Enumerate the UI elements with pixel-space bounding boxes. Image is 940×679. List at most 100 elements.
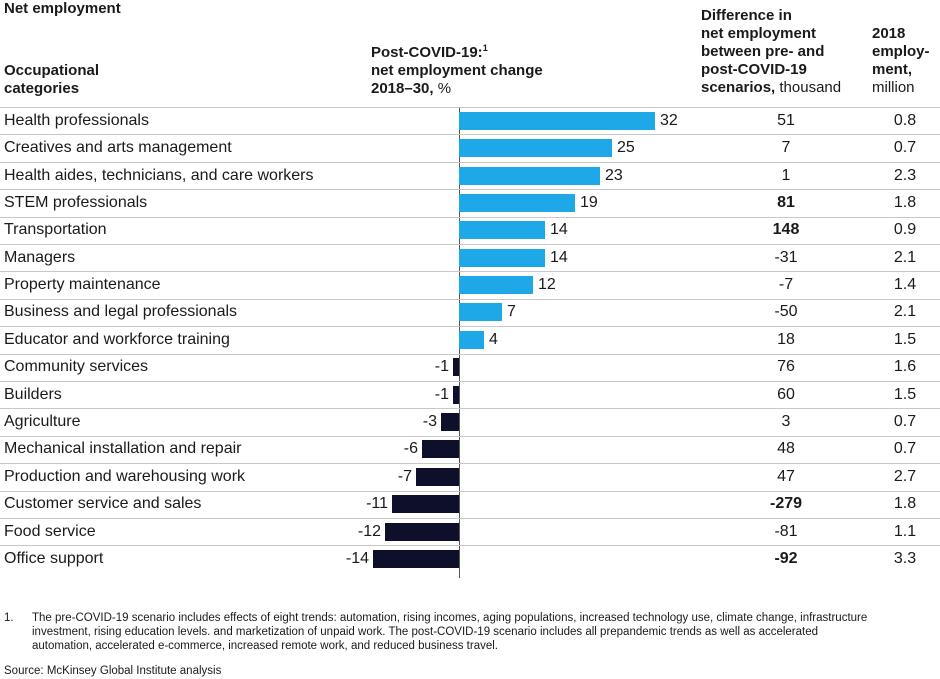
bar-value-label: -1	[434, 358, 449, 375]
bar-value-label: 19	[580, 194, 598, 211]
employment-header-line: ment,	[872, 61, 913, 78]
footnote-line: The pre-COVID-19 scenario includes effec…	[32, 612, 868, 624]
bar-value-label: 25	[617, 139, 635, 156]
difference-value: 60	[777, 386, 795, 403]
difference-header-line: net employment	[701, 25, 817, 42]
difference-value: 148	[772, 221, 800, 238]
change-header-period: 2018–30,	[371, 80, 434, 97]
category-label: Food service	[4, 523, 96, 540]
category-label: Managers	[4, 249, 76, 266]
difference-header-unit: thousand	[775, 79, 842, 96]
category-label: Creatives and arts management	[4, 139, 232, 156]
bar-negative	[441, 413, 460, 431]
difference-value: -7	[778, 276, 794, 293]
bar-value-label: 4	[489, 331, 498, 348]
employment-header-line: million	[872, 79, 915, 96]
row-divider	[0, 354, 940, 355]
employment-value: 0.9	[893, 221, 917, 238]
row-divider	[0, 545, 940, 546]
employment-header-line: 2018	[872, 25, 906, 42]
difference-value: -81	[774, 523, 798, 540]
employment-value: 2.3	[893, 167, 917, 184]
change-header-unit: %	[433, 80, 452, 97]
row-divider	[0, 134, 940, 135]
employment-value: 2.7	[893, 468, 917, 485]
category-column-header: Occupational categories	[4, 62, 99, 98]
bar-positive	[459, 112, 656, 130]
difference-value: 76	[777, 358, 795, 375]
category-label: Health professionals	[4, 112, 149, 129]
employment-value: 0.7	[893, 440, 917, 457]
footnote-number: 1.	[4, 612, 14, 624]
category-label: Agriculture	[4, 413, 81, 430]
employment-value: 0.8	[893, 112, 917, 129]
bar-value-label: -7	[397, 468, 412, 485]
difference-value: -279	[769, 495, 803, 512]
bar-value-label: 12	[538, 276, 556, 293]
row-divider	[0, 326, 940, 327]
bar-value-label: -1	[434, 386, 449, 403]
difference-header-bold: scenarios,	[701, 79, 776, 96]
change-column-header: Post-COVID-19:1 net employment change 20…	[371, 44, 543, 98]
row-divider	[0, 189, 940, 190]
difference-value: 48	[777, 440, 795, 457]
bar-positive	[459, 249, 545, 267]
employment-value: 0.7	[893, 139, 917, 156]
employment-value: 1.8	[893, 495, 917, 512]
employment-header-line: employ-	[872, 43, 930, 60]
difference-header-line: Difference in	[701, 7, 792, 24]
employment-value: 0.7	[893, 413, 917, 430]
footnote-line: investment, rising education levels. and…	[32, 626, 819, 638]
bar-positive	[459, 303, 502, 321]
bar-negative	[422, 440, 459, 458]
bar-value-label: -6	[403, 440, 418, 457]
difference-column-header: Difference in net employment between pre…	[701, 7, 841, 97]
bar-negative	[373, 550, 459, 568]
bar-value-label: 32	[660, 112, 678, 129]
row-divider	[0, 244, 940, 245]
bar-value-label: 14	[550, 249, 568, 266]
change-header-line: Post-COVID-19:	[371, 44, 483, 61]
category-label: Builders	[4, 386, 62, 403]
category-label: Production and warehousing work	[4, 468, 246, 485]
row-divider	[0, 491, 940, 492]
category-label: Customer service and sales	[4, 495, 202, 512]
difference-value: 18	[777, 331, 795, 348]
employment-column-header: 2018 employ- ment, million	[872, 25, 930, 97]
change-header-line: net employment change	[371, 62, 543, 79]
difference-value: -31	[774, 249, 798, 266]
bar-negative	[453, 358, 460, 376]
employment-value: 1.8	[893, 194, 917, 211]
employment-value: 1.4	[893, 276, 917, 293]
row-divider	[0, 436, 940, 437]
difference-value: -92	[774, 550, 798, 567]
category-label: Mechanical installation and repair	[4, 440, 242, 457]
category-label: Property maintenance	[4, 276, 161, 293]
employment-value: 2.1	[893, 303, 917, 320]
row-divider	[0, 463, 940, 464]
bar-negative	[453, 386, 460, 404]
bar-value-label: 23	[605, 167, 623, 184]
category-label: Transportation	[4, 221, 107, 238]
category-label: Community services	[4, 358, 149, 375]
category-label: Educator and workforce training	[4, 331, 230, 348]
source-note: Source: McKinsey Global Institute analys…	[4, 665, 222, 677]
bar-value-label: 7	[507, 303, 516, 320]
row-divider	[0, 299, 940, 300]
difference-value: 3	[781, 413, 791, 430]
footnote: The pre-COVID-19 scenario includes effec…	[32, 611, 938, 653]
difference-value: -50	[774, 303, 798, 320]
difference-value: 51	[777, 112, 795, 129]
bar-value-label: -11	[366, 495, 388, 512]
bar-positive	[459, 221, 545, 239]
employment-value: 1.6	[893, 358, 917, 375]
bar-negative	[392, 495, 460, 513]
difference-header-line: post-COVID-19	[701, 61, 807, 78]
bar-value-label: 14	[550, 221, 568, 238]
category-label: Business and legal professionals	[4, 303, 238, 320]
row-divider	[0, 408, 940, 409]
chart-title: Net employment	[4, 0, 121, 17]
employment-value: 1.5	[893, 386, 917, 403]
difference-value: 81	[777, 194, 795, 211]
category-label: STEM professionals	[4, 194, 148, 211]
